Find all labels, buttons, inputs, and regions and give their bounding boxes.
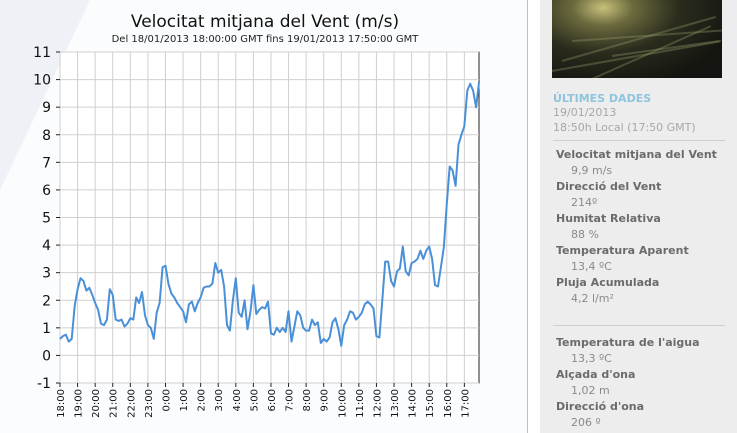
readings-group-1: Velocitat mitjana del Vent 9,9 m/s Direc… <box>553 147 735 307</box>
reading-label: Temperatura de l'aigua <box>556 336 700 349</box>
x-tick-label: 23:00 <box>144 389 155 418</box>
y-tick-label: 7 <box>42 155 51 171</box>
x-tick-label: 21:00 <box>109 389 120 418</box>
x-tick-label: 18:00 <box>56 389 67 418</box>
x-tick-label: 13:00 <box>390 389 401 418</box>
y-tick-label: 1 <box>42 321 51 337</box>
chart-panel: Velocitat mitjana del Vent (m/s) Del 18/… <box>0 0 528 433</box>
reading-value: 88 % <box>571 228 599 241</box>
chart-title: Velocitat mitjana del Vent (m/s) <box>131 12 399 32</box>
y-tick-label: 4 <box>42 238 51 254</box>
x-tick-label: 1:00 <box>179 389 190 411</box>
y-tick-label: 6 <box>42 183 51 199</box>
x-tick-label: 20:00 <box>91 389 102 418</box>
x-tick-label: 10:00 <box>337 389 348 418</box>
reading-label: Velocitat mitjana del Vent <box>556 148 717 161</box>
corner-decoration <box>0 0 90 190</box>
y-tick-label: 0 <box>42 348 51 364</box>
x-tick-label: 0:00 <box>161 389 172 411</box>
x-tick-label: 7:00 <box>285 389 296 411</box>
reading-label: Temperatura Aparent <box>556 244 689 257</box>
y-tick-label: 2 <box>42 293 51 309</box>
reading-value: 4,2 l/m² <box>571 292 614 305</box>
reading-label: Humitat Relativa <box>556 212 661 225</box>
reading-label: Direcció del Vent <box>556 180 662 193</box>
x-tick-label: 8:00 <box>302 389 313 411</box>
reading-value: 13,3 ºC <box>571 352 612 365</box>
reading-value: 1,02 m <box>571 384 610 397</box>
x-tick-label: 15:00 <box>425 389 436 418</box>
divider <box>553 140 725 141</box>
y-tick-label: 8 <box>42 128 51 144</box>
x-tick-label: 22:00 <box>126 389 137 418</box>
reading-value: 214º <box>571 196 598 209</box>
reading-label: Pluja Acumulada <box>556 276 660 289</box>
webcam-light-streak <box>571 29 722 42</box>
latest-data-date: 19/01/2013 <box>553 106 617 119</box>
chart-subtitle: Del 18/01/2013 18:00:00 GMT fins 19/01/2… <box>112 34 420 45</box>
sidebar: ÚLTIMES DADES 19/01/2013 18:50h Local (1… <box>540 0 737 433</box>
series-line <box>59 82 480 347</box>
x-tick-label: 4:00 <box>232 389 243 411</box>
divider <box>553 325 725 326</box>
x-tick-label: 11:00 <box>355 389 366 418</box>
reading-value: 206 º <box>571 416 601 429</box>
y-tick-label: 11 <box>33 45 51 61</box>
latest-data-title: ÚLTIMES DADES <box>553 92 652 105</box>
reading-value: 9,9 m/s <box>571 164 613 177</box>
x-tick-label: 6:00 <box>267 389 278 411</box>
webcam-image[interactable] <box>552 0 722 78</box>
reading-label: Direcció d'ona <box>556 400 645 413</box>
x-tick-label: 19:00 <box>74 389 85 418</box>
wind-speed-chart: Velocitat mitjana del Vent (m/s) Del 18/… <box>0 0 480 418</box>
y-tick-label: 10 <box>33 73 51 89</box>
reading-label: Alçada d'ona <box>556 368 636 381</box>
x-tick-label: 2:00 <box>197 389 208 411</box>
latest-data-time: 18:50h Local (17:50 GMT) <box>553 121 696 134</box>
x-tick-label: 14:00 <box>408 389 419 418</box>
readings-group-2: Temperatura de l'aigua 13,3 ºC Alçada d'… <box>553 335 735 431</box>
reading-value: 13,4 ºC <box>571 260 612 273</box>
x-tick-label: 9:00 <box>320 389 331 411</box>
x-tick-label: 5:00 <box>249 389 260 411</box>
y-tick-label: 9 <box>42 100 51 116</box>
y-tick-label: 3 <box>42 266 51 282</box>
y-tick-label: 5 <box>42 211 51 227</box>
x-tick-label: 3:00 <box>214 389 225 411</box>
x-tick-label: 17:00 <box>460 389 471 418</box>
x-tick-label: 12:00 <box>372 389 383 418</box>
x-tick-label: 16:00 <box>443 389 454 418</box>
latest-data-header: ÚLTIMES DADES 19/01/2013 18:50h Local (1… <box>553 92 735 135</box>
y-tick-label: -1 <box>37 376 51 392</box>
